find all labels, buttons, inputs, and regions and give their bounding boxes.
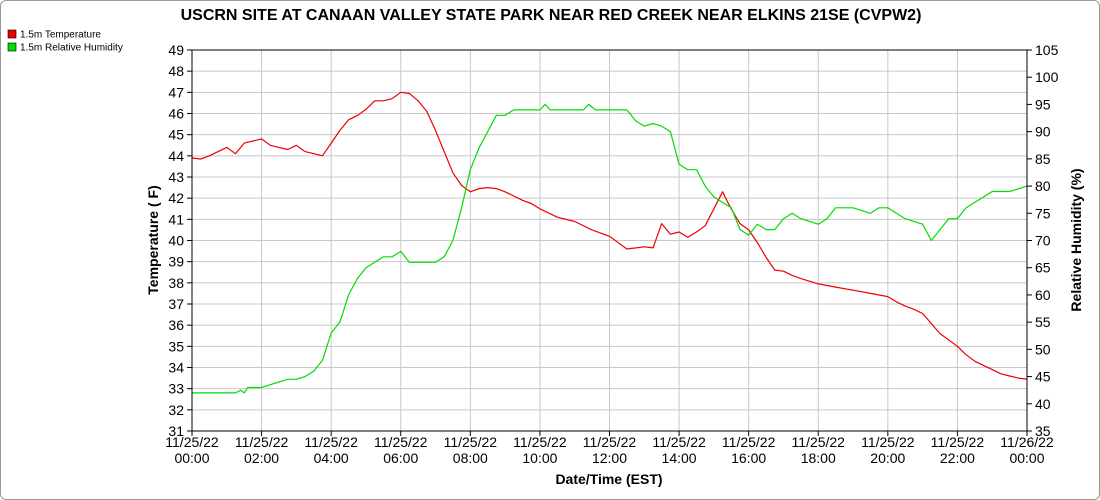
plot-series: [191, 91, 1028, 394]
x-tick-time: 04:00: [314, 450, 349, 466]
y2-tick-label: 55: [1035, 314, 1051, 330]
y-tick-label: 32: [168, 402, 184, 418]
y2-tick-label: 90: [1035, 124, 1051, 140]
y-tick-label: 36: [168, 317, 184, 333]
y2-tick-label: 60: [1035, 287, 1051, 303]
temperature-series-line: [191, 91, 1028, 380]
y-tick-label: 35: [168, 338, 184, 354]
x-tick-date: 11/25/22: [722, 434, 776, 450]
y-tick-label: 40: [168, 233, 184, 249]
x-tick-time: 18:00: [801, 450, 836, 466]
x-tick-time: 06:00: [383, 450, 418, 466]
y-tick-label: 48: [168, 63, 184, 79]
legend-label-temperature: 1.5m Temperature: [20, 30, 101, 41]
y-tick-label: 33: [168, 381, 184, 397]
x-tick-time: 02:00: [244, 450, 279, 466]
y2-tick-label: 100: [1035, 69, 1059, 85]
legend-label-humidity: 1.5m Relative Humidity: [20, 43, 123, 54]
y2-tick-label: 65: [1035, 260, 1051, 276]
y-tick-label: 44: [168, 148, 184, 164]
y2-tick-label: 85: [1035, 151, 1051, 167]
x-tick-time: 22:00: [940, 450, 975, 466]
legend-swatch-humidity: [7, 42, 17, 52]
grid: [191, 49, 1028, 432]
x-tick-time: 12:00: [592, 450, 627, 466]
x-tick-time: 10:00: [522, 450, 557, 466]
y2-tick-label: 75: [1035, 205, 1051, 221]
x-tick-date: 11/25/22: [931, 434, 985, 450]
x-tick-date: 11/25/22: [235, 434, 289, 450]
x-tick-date: 11/25/22: [165, 434, 219, 450]
x-tick-date: 11/25/22: [861, 434, 915, 450]
y2-tick-label: 80: [1035, 178, 1051, 194]
y2-tick-label: 70: [1035, 233, 1051, 249]
y2-tick-label: 35: [1035, 423, 1051, 439]
y2-tick-label: 50: [1035, 341, 1051, 357]
y-tick-label: 39: [168, 254, 184, 270]
chart-title: USCRN SITE AT CANAAN VALLEY STATE PARK N…: [181, 7, 922, 24]
legend-swatch-temperature: [7, 29, 17, 39]
legend: 1.5m Temperature 1.5m Relative Humidity: [7, 29, 123, 54]
y-tick-label: 45: [168, 127, 184, 143]
x-tick-time: 20:00: [870, 450, 905, 466]
x-tick-time: 14:00: [662, 450, 697, 466]
x-tick-date: 11/25/22: [792, 434, 846, 450]
y-tick-label: 37: [168, 296, 184, 312]
x-tick-date: 11/25/22: [444, 434, 498, 450]
y-tick-label: 43: [168, 169, 184, 185]
y-tick-label: 42: [168, 190, 184, 206]
y2-tick-label: 45: [1035, 369, 1051, 385]
y-tick-label: 46: [168, 106, 184, 122]
x-tick-time: 00:00: [174, 450, 209, 466]
y-tick-label: 38: [168, 275, 184, 291]
y2-axis-label: Relative Humidity (%): [1068, 168, 1084, 311]
y-tick-label: 47: [168, 84, 184, 100]
x-tick-date: 11/25/22: [583, 434, 637, 450]
x-tick-date: 11/25/22: [374, 434, 428, 450]
x-tick-date: 11/26/22: [1000, 434, 1054, 450]
x-tick-date: 11/25/22: [513, 434, 567, 450]
x-tick-date: 11/25/22: [652, 434, 706, 450]
axis-ticks: 31 32 33 34 35 36 37 38 39 40 41 42 43 44 45 46 47 48 49 35…: [165, 42, 1058, 466]
x-axis-label: Date/Time (EST): [555, 471, 662, 487]
y-tick-label: 31: [168, 423, 184, 439]
y-axis-label: Temperature ( F): [145, 185, 161, 294]
x-tick-time: 16:00: [731, 450, 766, 466]
x-tick-time: 00:00: [1009, 450, 1044, 466]
y2-tick-label: 95: [1035, 96, 1051, 112]
humidity-series-line: [192, 103, 1028, 394]
y-tick-label: 49: [168, 42, 184, 58]
y2-tick-label: 40: [1035, 396, 1051, 412]
x-tick-time: 08:00: [453, 450, 488, 466]
y-tick-label: 34: [168, 360, 184, 376]
y-tick-label: 41: [168, 211, 184, 227]
y2-tick-label: 105: [1035, 42, 1059, 58]
x-tick-date: 11/25/22: [304, 434, 358, 450]
